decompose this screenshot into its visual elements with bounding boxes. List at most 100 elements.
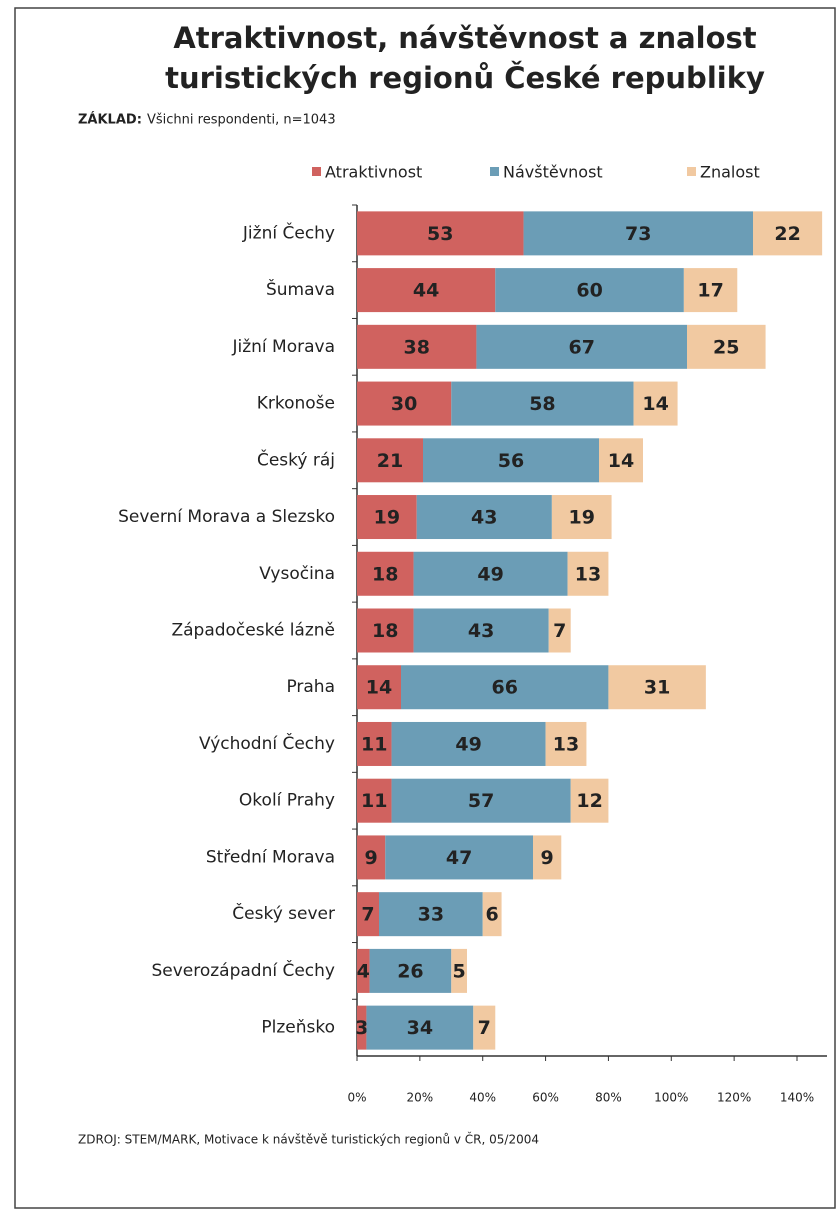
value-label: 11 [361,733,387,755]
x-tick-label: 0% [347,1091,366,1105]
bar-segment [423,438,599,483]
bar-segment [357,438,423,483]
value-label: 25 [713,336,739,358]
bar-segment [413,551,568,596]
x-tick-label: 120% [717,1091,751,1105]
bar-segment [683,268,738,313]
value-label: 60 [576,280,602,302]
value-label: 7 [478,1017,491,1039]
value-label: 49 [477,563,503,585]
bar-segment [369,948,452,993]
bar-segment [476,324,687,369]
value-label: 57 [468,790,494,812]
bar-segment [357,892,379,937]
bar-segment [413,608,549,653]
value-label: 30 [391,393,417,415]
value-label: 11 [361,790,387,812]
value-label: 66 [491,677,517,699]
value-label: 47 [446,847,472,869]
bar-segment [633,381,678,426]
category-label: Jižní Čechy [242,221,335,243]
bar-segment [357,551,414,596]
x-tick-label: 20% [407,1091,434,1105]
category-label: Krkonoše [257,394,335,414]
value-label: 33 [418,904,444,926]
bar-segment [533,835,562,880]
value-label: 17 [697,280,723,302]
bar-segment [473,1005,496,1050]
category-label: Střední Morava [206,847,335,867]
category-label: Praha [286,677,335,697]
category-label: Český sever [232,902,335,924]
bar-segment [357,665,401,710]
bar-segment [357,1005,367,1050]
x-tick-label: 60% [532,1091,559,1105]
category-label: Východní Čechy [199,732,335,754]
bar-segment [599,438,643,483]
bar-segment [357,835,386,880]
bar-segment [357,495,417,540]
chart-title: Atraktivnost, návštěvnost a znalost [173,21,756,55]
value-label: 19 [374,507,400,529]
bar-segment [357,324,477,369]
category-label: Český ráj [257,448,335,470]
bar-segment [416,495,552,540]
value-label: 43 [471,507,497,529]
frame [14,7,836,1209]
value-label: 18 [372,563,398,585]
bar-segment [482,892,502,937]
value-label: 3 [355,1017,368,1039]
bar-segment [523,211,753,256]
value-label: 18 [372,620,398,642]
value-label: 13 [575,563,601,585]
value-label: 73 [625,223,651,245]
legend-label: Znalost [700,163,760,182]
bar-segment [545,721,587,766]
bar-segment [391,721,546,766]
x-tick-label: 40% [469,1091,496,1105]
x-tick-label: 140% [780,1091,814,1105]
value-label: 19 [568,507,594,529]
category-label: Západočeské lázně [171,621,335,641]
bar-segment [357,948,370,993]
legend-swatch [490,167,499,176]
chart-title: turistických regionů České republiky [165,61,765,95]
bar-segment [357,268,496,313]
bar-segment [567,551,609,596]
value-label: 34 [407,1017,433,1039]
bar-segment [687,324,766,369]
value-label: 43 [468,620,494,642]
bar-segment [357,721,392,766]
value-label: 4 [357,960,370,982]
category-label: Severní Morava a Slezsko [118,507,335,527]
source: ZDROJ: STEM/MARK, Motivace k návštěvě tu… [78,1132,539,1147]
category-label: Severozápadní Čechy [151,959,335,981]
value-label: 22 [774,223,800,245]
value-label: 7 [553,620,566,642]
bar-segment [608,665,706,710]
bar-segment [451,948,467,993]
bar-segment [357,778,392,823]
bar-segment [391,778,571,823]
value-label: 67 [568,336,594,358]
value-label: 31 [644,677,670,699]
value-label: 12 [576,790,602,812]
bar-segment [551,495,612,540]
bar-segment [451,381,634,426]
bar-segment [379,892,483,937]
category-label: Šumava [266,278,335,300]
bar-segment [401,665,609,710]
value-label: 38 [403,336,429,358]
legend-label: Návštěvnost [503,163,603,182]
value-label: 9 [365,847,378,869]
value-label: 14 [366,677,392,699]
value-label: 5 [453,960,466,982]
value-label: 53 [427,223,453,245]
legend-swatch [687,167,696,176]
value-label: 14 [608,450,634,472]
value-label: 7 [361,904,374,926]
x-tick-label: 100% [654,1091,688,1105]
value-label: 13 [553,733,579,755]
category-label: Vysočina [259,564,335,584]
bar-segment [385,835,533,880]
